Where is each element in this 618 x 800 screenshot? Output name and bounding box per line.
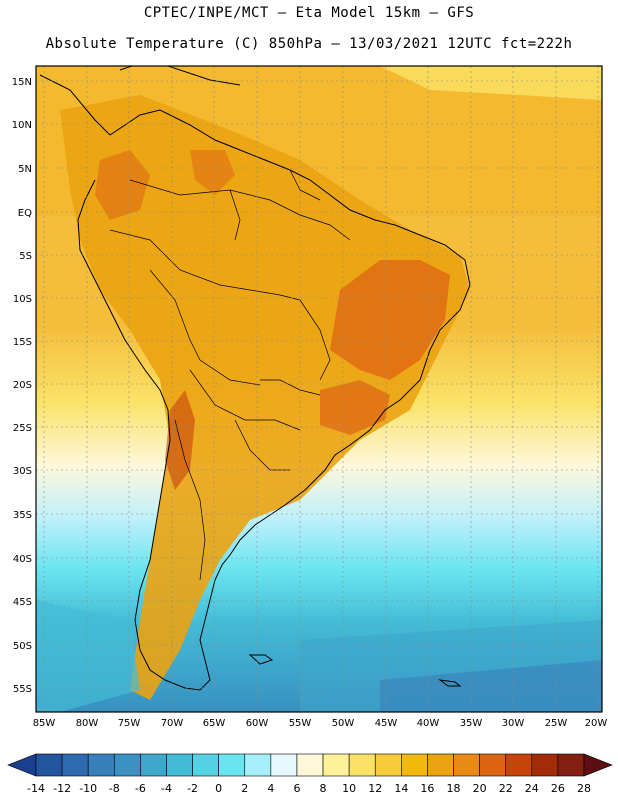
colorbar-swatch bbox=[505, 753, 533, 777]
lat-label: 45S bbox=[13, 597, 32, 608]
colorbar-swatch bbox=[61, 753, 89, 777]
colorbar-swatch bbox=[218, 753, 246, 777]
colorbar-tick-label: -2 bbox=[187, 782, 198, 795]
colorbar-swatch bbox=[453, 753, 480, 777]
lat-label: 20S bbox=[13, 380, 32, 391]
colorbar-arrow-high bbox=[583, 753, 613, 777]
colorbar-tick-label: -6 bbox=[135, 782, 146, 795]
colorbar-tick-label: 10 bbox=[342, 782, 356, 795]
lat-label: 25S bbox=[13, 423, 32, 434]
coastlines bbox=[39, 66, 471, 691]
colorbar-tick-label: -10 bbox=[79, 782, 97, 795]
colorbar-tick-label: 8 bbox=[320, 782, 327, 795]
colorbar-swatch bbox=[401, 753, 428, 777]
country-borders bbox=[109, 169, 351, 581]
lat-lon-grid bbox=[36, 66, 602, 712]
lat-label: 40S bbox=[13, 554, 32, 565]
lon-label: 25W bbox=[545, 718, 568, 729]
map-title: CPTEC/INPE/MCT – Eta Model 15km – GFS bbox=[143, 5, 475, 21]
colorbar-swatch bbox=[140, 753, 167, 777]
lon-label: 20W bbox=[585, 718, 608, 729]
lon-label: 40W bbox=[417, 718, 440, 729]
lon-label: 45W bbox=[375, 718, 398, 729]
temperature-field bbox=[36, 66, 602, 712]
lat-label: 35S bbox=[13, 510, 32, 521]
lon-label: 75W bbox=[118, 718, 141, 729]
colorbar-tick-label: 20 bbox=[473, 782, 487, 795]
colorbar-tick-label: 26 bbox=[551, 782, 565, 795]
lon-label: 85W bbox=[33, 718, 56, 729]
lat-label: 30S bbox=[13, 466, 32, 477]
colorbar-swatch bbox=[113, 753, 141, 777]
colorbar-tick-label: 12 bbox=[368, 782, 382, 795]
colorbar-tick-label: 4 bbox=[267, 782, 274, 795]
latitude-labels: 15N 10N 5N EQ 5S 10S 15S 20S 25S 30S 35S… bbox=[12, 77, 32, 695]
lat-label: 55S bbox=[13, 684, 32, 695]
colorbar-swatch bbox=[427, 753, 454, 777]
colorbar-tick-label: 2 bbox=[241, 782, 248, 795]
colorbar-tick-label: 28 bbox=[577, 782, 591, 795]
colorbar-swatch bbox=[296, 753, 324, 777]
lat-label: 5N bbox=[18, 164, 32, 175]
colorbar-tick-label: 16 bbox=[420, 782, 434, 795]
lat-label: 50S bbox=[13, 641, 32, 652]
lon-label: 70W bbox=[161, 718, 184, 729]
colorbar-swatch bbox=[531, 753, 559, 777]
colorbar-tick-label: -14 bbox=[27, 782, 45, 795]
colorbar-swatch bbox=[557, 753, 585, 777]
lon-label: 50W bbox=[332, 718, 355, 729]
lat-label: 5S bbox=[19, 251, 32, 262]
lon-label: 55W bbox=[289, 718, 312, 729]
colorbar: -14 -12 -10 -8 -6 -4 -2 0 2 4 6 8 10 12 14 16 18 20 22 24 26… bbox=[7, 753, 613, 795]
colorbar-swatch bbox=[374, 753, 402, 777]
colorbar-swatch bbox=[348, 753, 376, 777]
colorbar-swatch bbox=[166, 753, 193, 777]
colorbar-swatch bbox=[35, 753, 63, 777]
lat-label: 10S bbox=[13, 294, 32, 305]
lat-label: 10N bbox=[12, 120, 32, 131]
colorbar-tick-label: -4 bbox=[161, 782, 172, 795]
colorbar-tick-label: 18 bbox=[447, 782, 461, 795]
colorbar-tick-label: 0 bbox=[215, 782, 222, 795]
lat-label: 15S bbox=[13, 337, 32, 348]
colorbar-tick-label: 14 bbox=[394, 782, 408, 795]
lon-label: 80W bbox=[76, 718, 99, 729]
lon-label: 35W bbox=[460, 718, 483, 729]
colorbar-tick-label: 24 bbox=[525, 782, 539, 795]
lat-label: EQ bbox=[18, 208, 32, 219]
longitude-labels: 85W 80W 75W 70W 65W 60W 55W 50W 45W 40W … bbox=[33, 718, 608, 729]
colorbar-tick-label: -8 bbox=[109, 782, 120, 795]
colorbar-swatch bbox=[244, 753, 272, 777]
colorbar-swatch bbox=[192, 753, 219, 777]
colorbar-swatch bbox=[87, 753, 115, 777]
lon-label: 60W bbox=[246, 718, 269, 729]
colorbar-tick-label: -12 bbox=[53, 782, 71, 795]
colorbar-swatch bbox=[479, 753, 507, 777]
colorbar-tick-label: 6 bbox=[293, 782, 300, 795]
colorbar-swatch bbox=[270, 753, 298, 777]
plot-frame bbox=[35, 65, 603, 713]
map-subtitle: Absolute Temperature (C) 850hPa – 13/03/… bbox=[45, 36, 573, 52]
colorbar-swatch bbox=[322, 753, 350, 777]
lon-label: 65W bbox=[203, 718, 226, 729]
lon-label: 30W bbox=[502, 718, 525, 729]
colorbar-arrow-low bbox=[7, 753, 37, 777]
colorbar-tick-label: 22 bbox=[499, 782, 513, 795]
lat-label: 15N bbox=[12, 77, 32, 88]
